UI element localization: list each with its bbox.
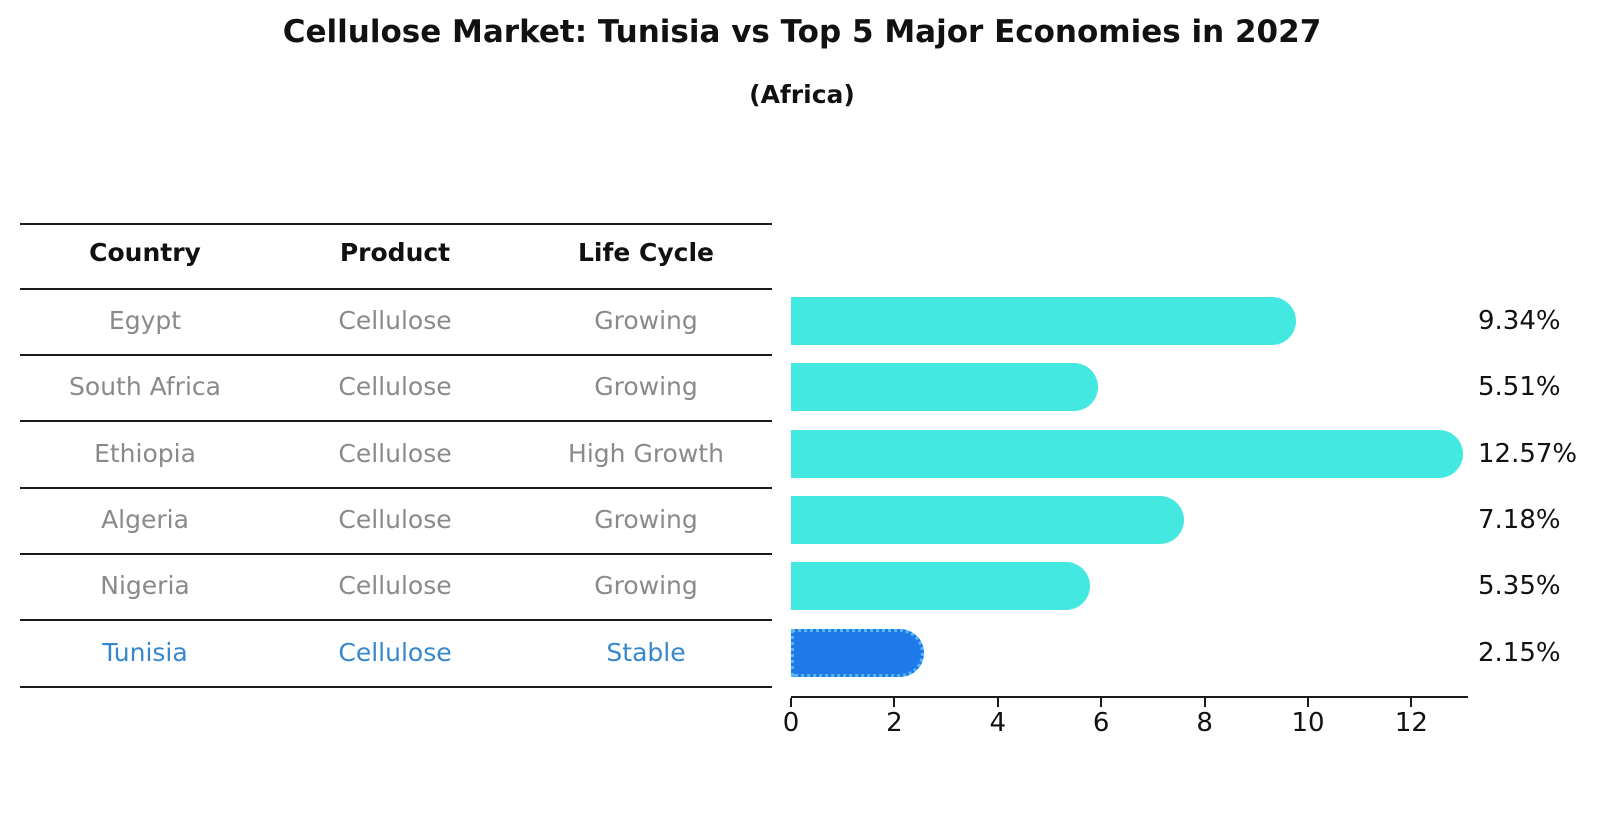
- table-row-divider: [20, 553, 772, 555]
- x-axis-tick-label: 4: [989, 708, 1007, 738]
- value-label: 5.35%: [1478, 571, 1561, 601]
- cell-country: Ethiopia: [94, 438, 196, 468]
- x-axis-tick: [1410, 698, 1413, 707]
- x-axis-tick: [996, 698, 999, 707]
- x-axis-tick: [790, 698, 792, 707]
- bar-egypt: [791, 297, 1296, 345]
- cell-product: Cellulose: [338, 438, 452, 468]
- x-axis-line: [791, 696, 1468, 698]
- table-row-divider: [20, 487, 772, 489]
- x-axis-tick-label: 0: [782, 708, 800, 738]
- value-label: 2.15%: [1478, 637, 1561, 668]
- bar-ethiopia: [791, 429, 1463, 478]
- cell-life-cycle: Stable: [606, 637, 686, 667]
- cell-country: Algeria: [101, 505, 189, 534]
- value-label: 12.57%: [1478, 438, 1578, 469]
- cell-country: Egypt: [108, 306, 182, 335]
- cell-product: Cellulose: [338, 505, 452, 534]
- x-axis-tick-label: 12: [1394, 708, 1428, 738]
- table-row-divider: [20, 223, 772, 225]
- table-row-divider: [20, 354, 772, 356]
- cell-product: Cellulose: [338, 372, 452, 401]
- cell-life-cycle: Growing: [594, 306, 698, 335]
- bar-algeria: [791, 496, 1184, 544]
- table-row-divider: [20, 619, 772, 621]
- x-axis-tick: [893, 698, 896, 707]
- bar-south-africa: [791, 363, 1098, 411]
- x-axis-tick-label: 2: [886, 708, 903, 738]
- column-header-product: Product: [339, 238, 451, 267]
- bar-tunisia: [791, 628, 924, 677]
- cell-life-cycle: High Growth: [568, 438, 724, 468]
- table-row-divider: [20, 686, 772, 688]
- table-row-divider: [20, 420, 772, 422]
- cell-product: Cellulose: [338, 306, 452, 335]
- cell-life-cycle: Growing: [594, 505, 698, 534]
- x-axis-tick: [1307, 698, 1309, 707]
- x-axis-tick: [1203, 698, 1206, 707]
- value-label: 5.51%: [1478, 372, 1561, 402]
- bar-nigeria: [791, 562, 1090, 610]
- cell-country: Nigeria: [100, 571, 190, 600]
- table-row-divider: [20, 288, 772, 290]
- cell-country: South Africa: [69, 372, 221, 401]
- value-label: 7.18%: [1478, 505, 1561, 535]
- x-axis-tick-label: 10: [1291, 708, 1325, 738]
- column-header-country: Country: [89, 238, 201, 267]
- x-axis-tick-label: 8: [1196, 708, 1213, 738]
- value-label: 9.34%: [1478, 306, 1561, 336]
- cell-product: Cellulose: [338, 571, 452, 600]
- cell-country: Tunisia: [102, 637, 188, 667]
- x-axis-tick-label: 6: [1092, 708, 1110, 738]
- chart-subtitle: (Africa): [749, 80, 855, 109]
- cell-product: Cellulose: [338, 637, 452, 667]
- chart-title: Cellulose Market: Tunisia vs Top 5 Major…: [282, 14, 1322, 50]
- cell-life-cycle: Growing: [594, 372, 698, 401]
- x-axis-tick: [1100, 698, 1103, 707]
- cell-life-cycle: Growing: [594, 571, 698, 600]
- column-header-life-cycle: Life Cycle: [577, 238, 715, 267]
